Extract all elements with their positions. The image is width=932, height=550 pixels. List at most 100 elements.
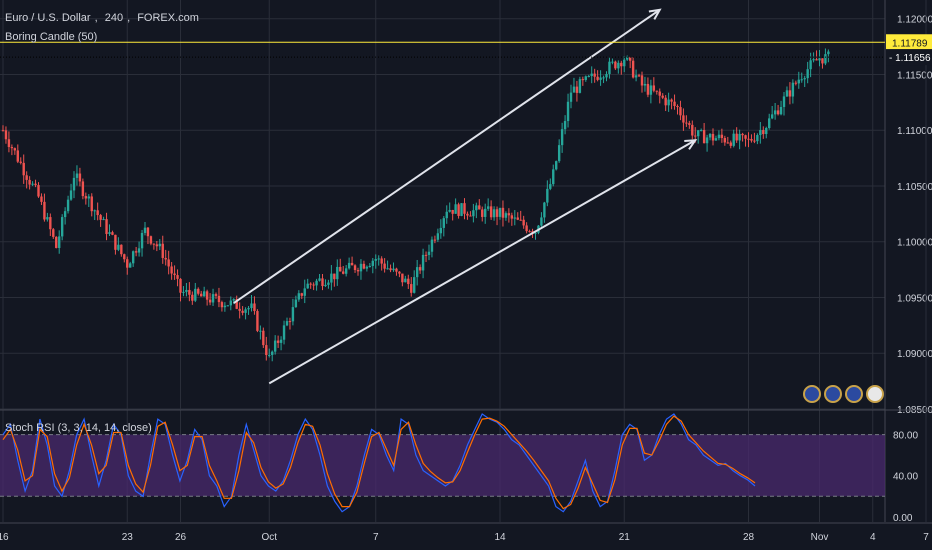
- candle-body: [392, 268, 395, 271]
- candle-body: [776, 110, 780, 115]
- price-tick-label: 1.09000: [897, 349, 932, 360]
- candle-body: [31, 183, 34, 185]
- candle-body: [812, 59, 815, 61]
- candle-body: [253, 303, 256, 312]
- candle-body: [510, 215, 514, 219]
- candle-body: [217, 295, 221, 303]
- candle-body: [220, 302, 224, 308]
- candle-body: [756, 135, 759, 142]
- candle-body: [60, 217, 64, 237]
- candle-body: [797, 79, 800, 84]
- candle-body: [279, 339, 283, 343]
- candle-body: [69, 190, 73, 200]
- candle-body: [679, 107, 682, 116]
- candle-body: [205, 291, 209, 300]
- candle-body: [134, 251, 138, 253]
- candle-body: [723, 138, 727, 143]
- candle-body: [43, 201, 46, 220]
- resistance-price-label: 1.11789: [892, 38, 928, 49]
- candle-body: [415, 267, 419, 278]
- candle-body: [454, 204, 457, 214]
- main-legend: Euro / U.S. Dollar, 240, FOREX.com: [5, 12, 199, 24]
- candle-body: [96, 210, 99, 216]
- time-tick-label: 28: [743, 532, 755, 543]
- candle-body: [697, 130, 700, 137]
- time-tick-label: Oct: [261, 532, 277, 543]
- candle-body: [276, 340, 280, 343]
- candle-body: [522, 219, 525, 226]
- candle-body: [436, 233, 440, 240]
- candle-body: [646, 83, 650, 95]
- candle-body: [702, 130, 706, 144]
- candle-body: [658, 91, 661, 96]
- candle-body: [333, 273, 336, 280]
- candle-body: [628, 57, 632, 61]
- candle-body: [66, 199, 70, 212]
- candle-body: [566, 101, 570, 122]
- candle-body: [247, 308, 250, 310]
- candle-body: [131, 251, 135, 264]
- candle-body: [99, 215, 102, 220]
- stoch-tick-label: 40.00: [893, 472, 918, 483]
- candle-body: [158, 243, 161, 247]
- candle-body: [262, 330, 265, 346]
- candle-body: [410, 284, 413, 293]
- candle-body: [58, 236, 61, 248]
- candle-body: [202, 291, 206, 297]
- candle-body: [714, 138, 718, 141]
- candle-body: [572, 86, 576, 93]
- candle-body: [785, 90, 789, 97]
- candle-body: [81, 181, 85, 197]
- candle-body: [528, 231, 531, 233]
- candle-body: [1, 130, 5, 132]
- candle-body: [818, 58, 821, 61]
- time-tick-label: 7: [373, 532, 379, 543]
- candle-body: [626, 57, 629, 60]
- candle-body: [312, 284, 315, 286]
- candle-body: [729, 142, 732, 146]
- candle-body: [164, 257, 167, 260]
- candle-body: [200, 293, 203, 297]
- stoch-band: [0, 434, 885, 497]
- candle-body: [309, 283, 312, 285]
- candle-body: [241, 310, 244, 313]
- candle-body: [398, 271, 401, 274]
- price-tick-label: 1.12000: [897, 15, 932, 26]
- candle-body: [386, 268, 389, 270]
- candle-body: [288, 321, 292, 323]
- candle-body: [617, 62, 620, 69]
- economic-event-icon: [866, 385, 884, 403]
- candle-body: [575, 86, 579, 93]
- candle-body: [448, 209, 451, 212]
- time-tick-label: 14: [494, 532, 506, 543]
- candle-body: [711, 133, 715, 141]
- lower-trend-arrow-head: [684, 139, 698, 150]
- candle-body: [155, 244, 159, 247]
- candle-body: [555, 161, 558, 170]
- candle-body: [167, 259, 170, 267]
- candle-body: [368, 265, 372, 267]
- candle-body: [670, 99, 673, 102]
- stoch-legend[interactable]: Stoch RSI (3, 3, 14, 14, close): [5, 422, 156, 434]
- candle-body: [540, 217, 543, 226]
- candle-body: [427, 251, 431, 255]
- upper-trend-arrow: [233, 8, 661, 304]
- candle-body: [463, 203, 466, 214]
- stoch-tick-label: 0.00: [893, 513, 913, 524]
- candle-body: [211, 294, 215, 303]
- candle-body: [238, 308, 241, 311]
- candle-body: [374, 258, 377, 261]
- candle-body: [717, 134, 721, 139]
- candle-body: [590, 73, 593, 77]
- candle-body: [149, 236, 153, 244]
- candle-body: [620, 62, 623, 67]
- indicator-legend[interactable]: Boring Candle (50): [5, 31, 101, 43]
- candle-body: [377, 258, 380, 260]
- candle-body: [815, 59, 818, 61]
- candle-body: [484, 208, 487, 217]
- candle-body: [486, 206, 490, 209]
- candle-body: [779, 106, 783, 115]
- candle-body: [649, 85, 653, 95]
